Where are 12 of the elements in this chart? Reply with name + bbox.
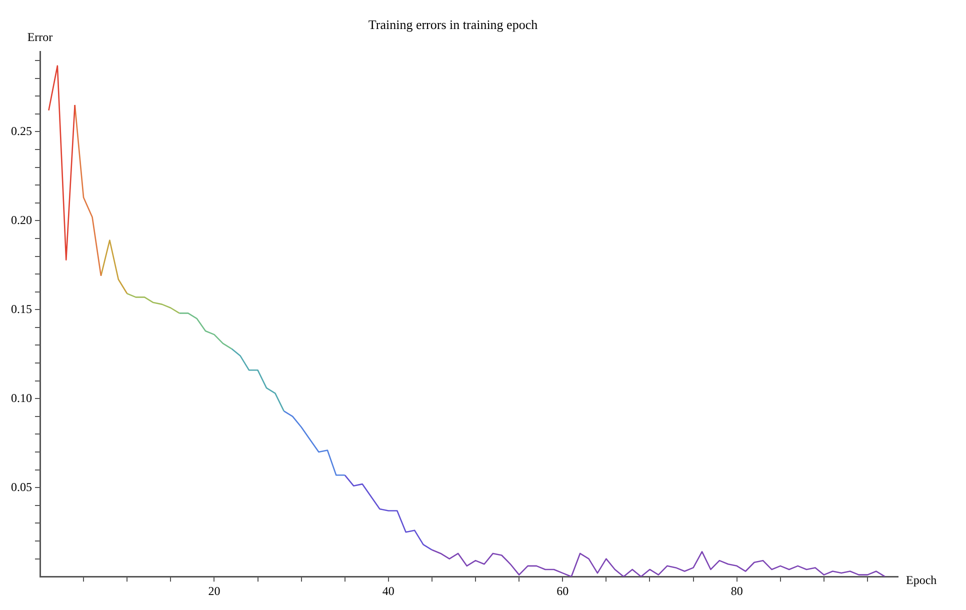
x-tick-label: 60: [556, 584, 569, 598]
x-tick-label: 80: [730, 584, 743, 598]
x-tick-label: 20: [208, 584, 220, 598]
x-tick-label: 40: [382, 584, 394, 598]
y-axis-title: Error: [27, 30, 53, 44]
y-tick-label: 0.20: [11, 212, 32, 227]
y-tick-label: 0.05: [11, 480, 32, 494]
x-axis-title: Epoch: [906, 572, 937, 587]
chart-title: Training errors in training epoch: [368, 17, 538, 32]
y-tick-label: 0.15: [11, 302, 32, 316]
y-tick-label: 0.25: [11, 124, 32, 138]
y-tick-label: 0.10: [11, 390, 32, 405]
